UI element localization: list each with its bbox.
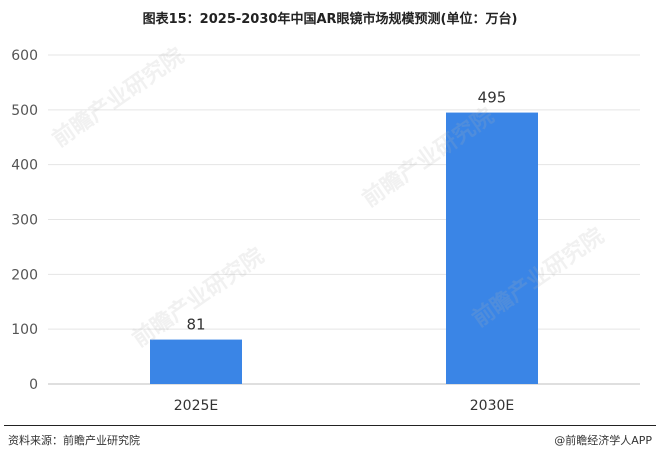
data-label: 495 bbox=[478, 89, 507, 107]
y-tick-label: 300 bbox=[11, 213, 38, 229]
credit-note: @前瞻经济学人APP bbox=[554, 434, 652, 447]
footer-divider bbox=[4, 425, 656, 426]
y-tick-label: 600 bbox=[11, 48, 38, 64]
chart-title: 图表15：2025-2030年中国AR眼镜市场规模预测(单位：万台) bbox=[142, 12, 518, 27]
bars bbox=[150, 112, 538, 384]
gridlines bbox=[48, 54, 640, 385]
bar bbox=[150, 339, 242, 384]
data-labels: 81 495 bbox=[186, 89, 506, 334]
y-tick-label: 500 bbox=[11, 103, 38, 119]
source-note: 资料来源：前瞻产业研究院 bbox=[8, 434, 140, 447]
x-tick-label: 2030E bbox=[470, 398, 514, 414]
x-tick-label: 2025E bbox=[174, 398, 218, 414]
data-label: 81 bbox=[186, 316, 205, 334]
x-axis-ticks: 2025E 2030E bbox=[174, 398, 514, 414]
y-tick-label: 200 bbox=[11, 267, 38, 283]
y-tick-label: 0 bbox=[29, 377, 38, 393]
y-tick-label: 400 bbox=[11, 158, 38, 174]
y-axis-ticks: 0 100 200 300 400 500 600 bbox=[11, 48, 38, 393]
y-tick-label: 100 bbox=[11, 322, 38, 338]
bar bbox=[446, 112, 538, 384]
